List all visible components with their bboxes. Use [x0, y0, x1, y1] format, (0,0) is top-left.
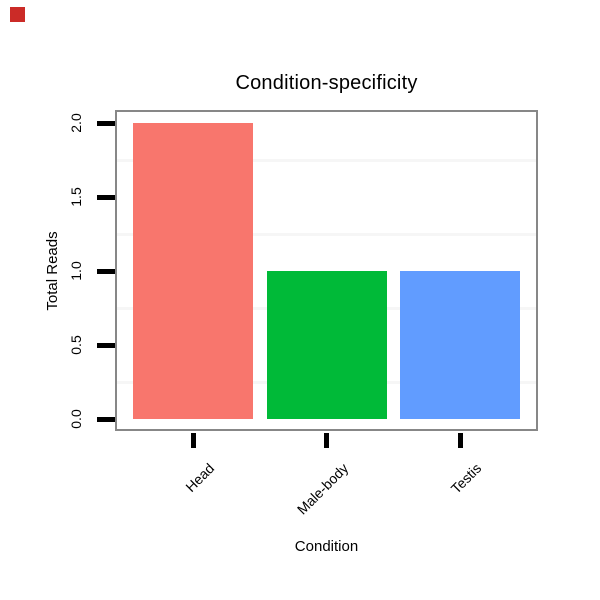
x-axis-tick — [457, 433, 463, 448]
minor-gridline — [117, 233, 536, 236]
bar-testis — [400, 271, 520, 419]
y-tick-label: 1.0 — [68, 261, 84, 281]
chart-title: Condition-specificity — [235, 72, 418, 94]
x-tick-label-male-body: Male-body — [293, 460, 351, 518]
x-axis-tick — [190, 433, 196, 448]
bar-head — [133, 123, 253, 419]
y-axis-tick — [97, 268, 115, 274]
x-axis-tick — [324, 433, 329, 448]
y-tick-label: 0.0 — [68, 409, 84, 429]
y-tick-label: 0.5 — [68, 335, 84, 355]
minor-gridline — [117, 159, 536, 162]
y-axis-title: Total Reads — [43, 231, 61, 311]
y-axis-tick — [97, 120, 115, 126]
bar-male-body — [266, 271, 387, 419]
y-axis-tick — [97, 416, 115, 422]
x-axis-title: Condition — [294, 538, 359, 555]
x-tick-label-testis: Testis — [447, 460, 485, 497]
y-axis-tick — [97, 342, 115, 348]
y-axis-tick — [97, 194, 115, 200]
x-tick-label-head: Head — [182, 460, 218, 495]
y-tick-label: 2.0 — [68, 113, 84, 133]
red-square-marker-icon — [10, 7, 25, 22]
plot-area — [115, 110, 538, 431]
y-tick-label: 1.5 — [68, 187, 84, 207]
